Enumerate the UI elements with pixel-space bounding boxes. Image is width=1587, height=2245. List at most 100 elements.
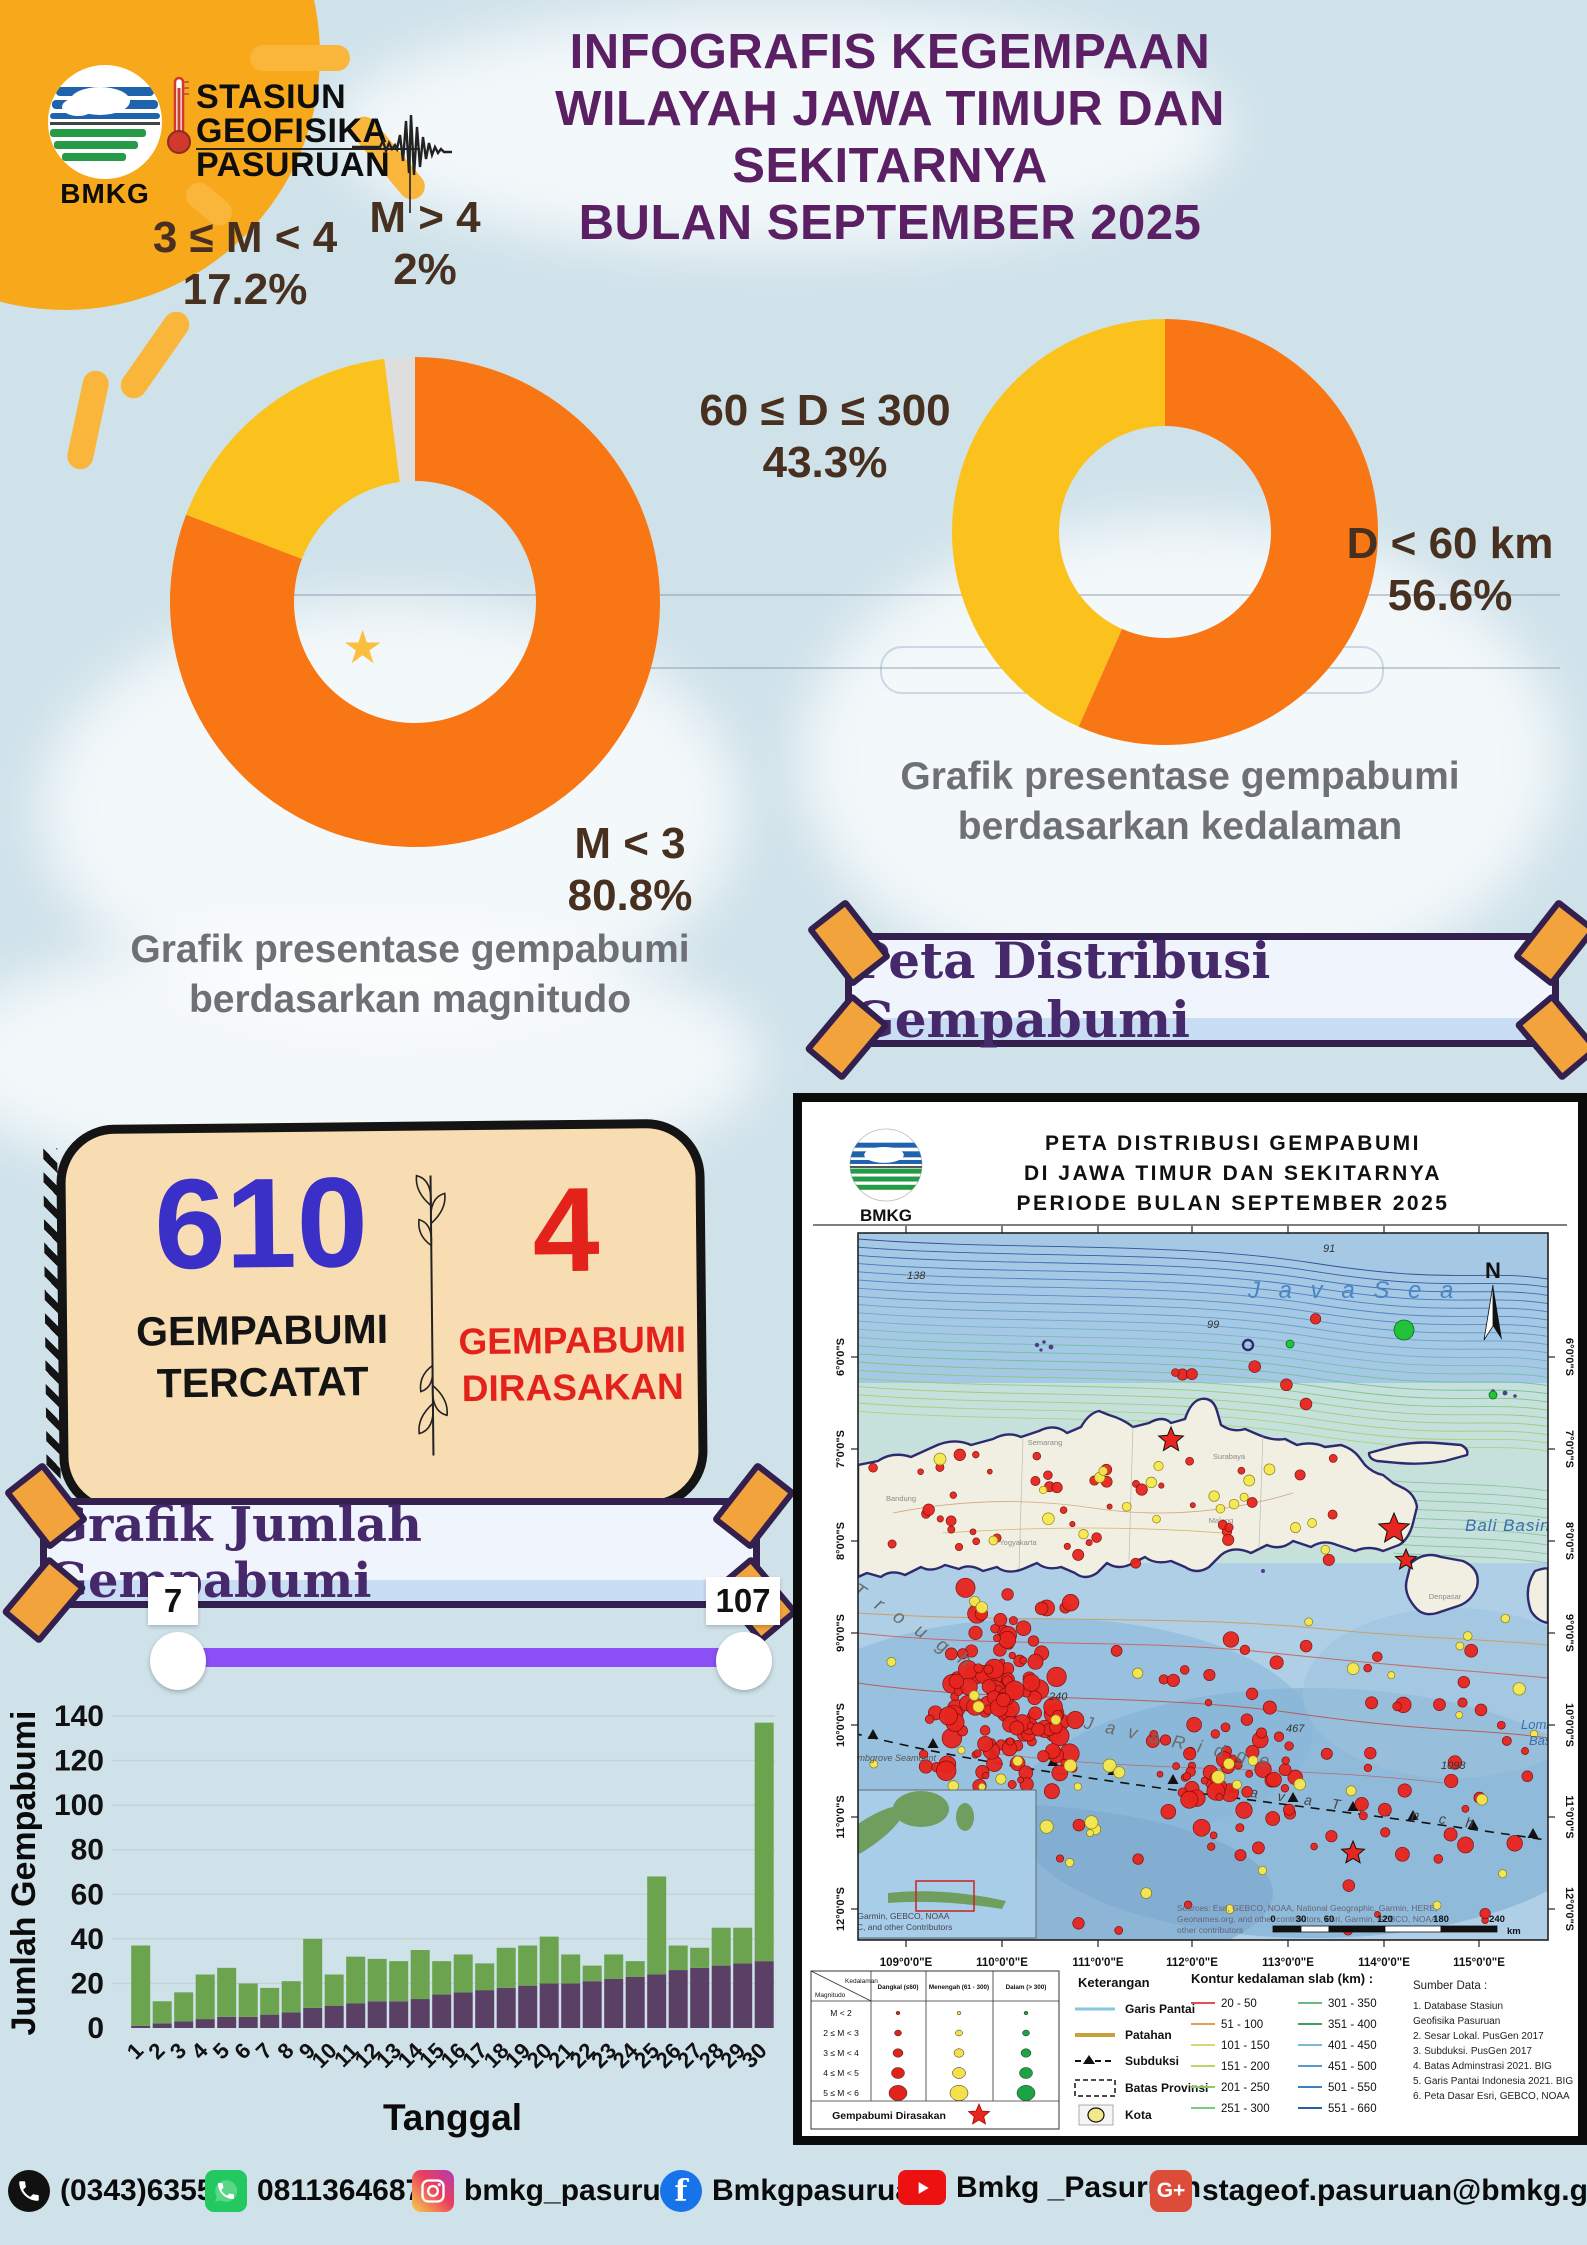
svg-text:10°0'0"S: 10°0'0"S — [835, 1703, 847, 1747]
felt-label: GEMPABUMI DIRASAKAN — [458, 1318, 687, 1410]
magnitude-slice-label: M > 4 2% — [369, 193, 481, 294]
recorded-label: GEMPABUMI TERCATAT — [135, 1305, 389, 1407]
sun-ray-icon — [250, 45, 350, 71]
svg-text:5: 5 — [208, 2038, 234, 2064]
bar-green — [432, 1961, 452, 1995]
bar-purple — [668, 1970, 688, 2028]
bar-green — [690, 1947, 710, 1968]
svg-text:551 - 660: 551 - 660 — [1328, 2103, 1377, 2115]
bmkg-logo-icon — [48, 65, 162, 179]
svg-text:N: N — [1485, 1258, 1501, 1283]
bar-green — [346, 1956, 366, 2004]
svg-text:8: 8 — [272, 2038, 298, 2064]
svg-text:4 ≤ M < 5: 4 ≤ M < 5 — [823, 2068, 859, 2078]
svg-text:101 - 150: 101 - 150 — [1221, 2040, 1270, 2052]
y-axis-title: Jumlah Gempabumi — [5, 1711, 43, 2036]
svg-text:6°0'0"S: 6°0'0"S — [1563, 1338, 1575, 1376]
cloud-decoration — [800, 520, 1560, 1000]
bar-purple — [539, 1983, 559, 2028]
bar-green — [754, 1722, 774, 1962]
svg-text:91: 91 — [1323, 1243, 1335, 1255]
svg-text:60: 60 — [1324, 1914, 1335, 1925]
earthquake-distribution-map: BMKG PETA DISTRIBUSI GEMPABUMI DI JAWA TIM… — [793, 1093, 1587, 2145]
svg-text:2: 2 — [143, 2038, 169, 2064]
bar-purple — [582, 1981, 602, 2028]
felt-earthquake-star — [1394, 1547, 1418, 1570]
thermometer-icon — [167, 76, 191, 154]
contact-whatsapp[interactable]: 08113646879 — [205, 2170, 439, 2212]
svg-text:5. Garis Pantai Indonesia 2021: 5. Garis Pantai Indonesia 2021. BIG — [1413, 2076, 1573, 2087]
svg-text:Esri, Garmin, GEBCO, NOAA: Esri, Garmin, GEBCO, NOAA — [838, 1911, 950, 1921]
plant-divider-icon — [415, 1174, 449, 1456]
bar-purple — [733, 1963, 753, 2028]
map-section-banner: Peta Distribusi Gempabumi — [804, 898, 1587, 1082]
bar-purple — [561, 1983, 581, 2028]
contact-email[interactable]: G+ stageof.pasuruan@bmkg.go.id — [1150, 2170, 1587, 2212]
svg-text:1: 1 — [122, 2038, 148, 2064]
bar-purple — [238, 2016, 258, 2028]
map-legend: Kedalaman Magnitudo Dangkal (≤60) Menengah … — [810, 1970, 1573, 2130]
svg-text:Yogyakarta: Yogyakarta — [999, 1538, 1037, 1547]
bar-purple — [260, 2014, 280, 2028]
bar-green — [389, 1961, 409, 2002]
bar-purple — [625, 1976, 645, 2028]
bmkg-map-logo-icon — [849, 1128, 923, 1202]
svg-text:180: 180 — [1433, 1914, 1449, 1925]
svg-text:Sources: Esri, GEBCO, NOAA, Na: Sources: Esri, GEBCO, NOAA, National Geo… — [1177, 1903, 1437, 1913]
bar-purple — [518, 1985, 538, 2028]
contact-instagram[interactable]: bmkg_pasuruan — [412, 2170, 696, 2212]
page-title: INFOGRAFIS KEGEMPAAN WILAYAH JAWA TIMUR … — [555, 25, 1225, 250]
svg-text:115°0'0"E: 115°0'0"E — [1453, 1957, 1505, 1969]
y-axis-ticks: 0 20 40 60 80 100 120 140 — [54, 1700, 104, 2045]
svg-text:2. Sesar Lokal. PusGen 2017: 2. Sesar Lokal. PusGen 2017 — [1413, 2031, 1544, 2042]
svg-text:Geofisika Pasuruan: Geofisika Pasuruan — [1413, 2016, 1500, 2027]
bar-purple — [346, 2003, 366, 2028]
svg-text:12°0'0"S: 12°0'0"S — [1563, 1887, 1575, 1931]
bar-green — [238, 1983, 258, 2017]
svg-text:Denpasar: Denpasar — [1429, 1592, 1462, 1601]
svg-text:Geonames.org, and other contri: Geonames.org, and other contributors, Es… — [1177, 1914, 1437, 1924]
svg-text:Garis Pantai: Garis Pantai — [1125, 2002, 1195, 2016]
bar-purple — [604, 1978, 624, 2028]
magnitude-slice-label: 3 ≤ M < 4 17.2% — [152, 213, 338, 314]
svg-text:Surabaya: Surabaya — [1213, 1452, 1246, 1461]
bar-purple — [453, 1992, 473, 2028]
bar-green — [195, 1974, 215, 2020]
svg-text:20 - 50: 20 - 50 — [1221, 1998, 1257, 2010]
chart-section-banner: Grafik Jumlah Gempabumi — [1, 1461, 799, 1645]
map-sea: J a v a T r e n c hSemarangSurabayaYogya… — [838, 1233, 1548, 1940]
svg-text:0: 0 — [87, 2012, 104, 2045]
svg-text:351 - 400: 351 - 400 — [1328, 2019, 1377, 2031]
bar-green — [367, 1958, 387, 2002]
bar-green — [303, 1938, 323, 2008]
slider-handle-max[interactable] — [716, 1632, 772, 1690]
slider-handle-min[interactable] — [150, 1632, 206, 1690]
svg-text:138: 138 — [907, 1270, 926, 1282]
seismogram-icon — [352, 114, 452, 213]
bar-green — [518, 1945, 538, 1986]
svg-text:3: 3 — [165, 2038, 191, 2064]
slider-min-value: 7 — [148, 1577, 198, 1625]
magnitude-slice-label: M < 3 80.8% — [567, 819, 693, 920]
svg-text:501 - 550: 501 - 550 — [1328, 2082, 1377, 2094]
svg-text:Subduksi: Subduksi — [1125, 2054, 1179, 2068]
svg-text:11°0'0"S: 11°0'0"S — [835, 1795, 847, 1838]
range-slider-track[interactable] — [180, 1648, 746, 1667]
contact-facebook[interactable]: f Bmkgpasuruan — [660, 2170, 930, 2212]
stats-card: 610 GEMPABUMI TERCATAT 4 GEMPABUMI DIRASAK… — [55, 1118, 709, 1516]
svg-text:7: 7 — [251, 2038, 277, 2064]
svg-text:9°0'0"S: 9°0'0"S — [835, 1614, 847, 1652]
donut-slice — [384, 357, 415, 482]
donut-slice — [170, 357, 660, 847]
x-axis-title: Tanggal — [383, 2097, 522, 2138]
svg-text:401 - 450: 401 - 450 — [1328, 2040, 1377, 2052]
svg-text:40: 40 — [71, 1923, 104, 1956]
bar-green — [733, 1927, 753, 1964]
bar-purple — [432, 1994, 452, 2028]
map-title: PERIODE BULAN SEPTEMBER 2025 — [1017, 1192, 1450, 1215]
svg-text:7°0'0"S: 7°0'0"S — [835, 1430, 847, 1468]
svg-text:30: 30 — [1296, 1914, 1307, 1925]
svg-text:151 - 200: 151 - 200 — [1221, 2061, 1270, 2073]
bar-green — [711, 1927, 731, 1966]
bar-green — [410, 1950, 430, 2000]
